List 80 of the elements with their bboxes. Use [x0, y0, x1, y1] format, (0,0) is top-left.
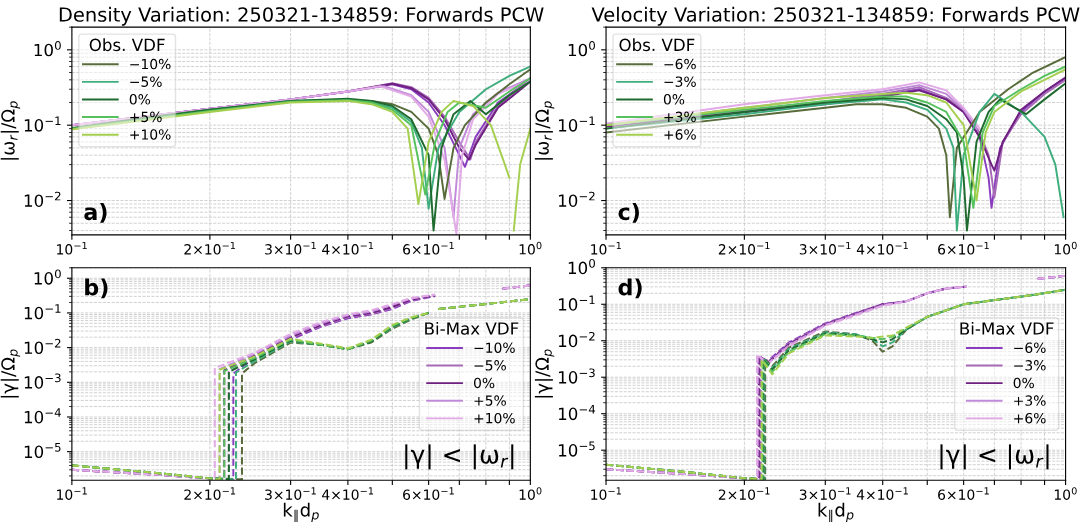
annotation: d)	[618, 278, 642, 299]
y-axis-title: |γ|/Ω$_{p}$	[0, 349, 21, 398]
legend-label: 0%	[473, 377, 495, 389]
legend-label: +3%	[664, 111, 696, 123]
y-tick-label: 10$^{−2}$	[558, 191, 595, 207]
legend-title: Bi-Max VDF	[960, 321, 1054, 335]
legend-label: −3%	[664, 76, 696, 87]
y-axis-title: |ω$_{r}$|/Ω$_{p}$	[534, 101, 555, 160]
x-tick-label: 10$^{0}$	[519, 487, 542, 500]
legend-label: +10%	[130, 129, 171, 140]
legend-label: 0%	[663, 94, 685, 105]
x-axis-title: k$_{∥}$d$_{p}$	[818, 502, 854, 522]
y-tick-label: 10$^{−5}$	[24, 442, 61, 459]
x-tick-label: 10$^{0}$	[1054, 241, 1077, 255]
y-tick-label: 10$^{0}$	[34, 269, 61, 285]
x-tick-label: 6×10$^{−1}$	[403, 241, 454, 255]
y-tick-label: 10$^{0}$	[34, 40, 61, 57]
legend-label: −3%	[1014, 360, 1046, 371]
x-tick-label: 2×10$^{−1}$	[718, 487, 770, 500]
y-tick-label: 10$^{−3}$	[24, 373, 61, 389]
legend-label: −5%	[474, 360, 506, 371]
y-tick-label: 10$^{0}$	[568, 40, 595, 57]
y-tick-label: 10$^{−2}$	[558, 331, 595, 348]
y-tick-label: 10$^{−2}$	[24, 191, 61, 207]
x-tick-label: 3×10$^{−1}$	[265, 241, 316, 255]
x-tick-label: 10$^{0}$	[1054, 487, 1077, 500]
x-tick-label: 10$^{−1}$	[591, 241, 621, 255]
x-tick-label: 10$^{−1}$	[57, 487, 87, 500]
legend-label: +6%	[664, 129, 696, 140]
legend-label: −10%	[474, 342, 515, 353]
x-tick-label: 3×10$^{−1}$	[265, 487, 316, 500]
legend-label: −5%	[130, 76, 162, 87]
legend-label: −6%	[664, 58, 696, 70]
legend-label: +5%	[474, 395, 506, 406]
annotation: c)	[618, 203, 639, 223]
x-tick-label: 3×10$^{−1}$	[799, 241, 851, 255]
annotation: |γ| < |ω$_{r}$|	[940, 444, 1049, 470]
x-tick-label: 4×10$^{−1}$	[322, 241, 374, 255]
legend-title: Bi-Max VDF	[425, 321, 519, 335]
x-tick-label: 10$^{0}$	[519, 241, 542, 255]
legend-label: +6%	[1014, 412, 1046, 424]
x-tick-label: 2×10$^{−1}$	[718, 241, 770, 255]
y-axis-title: |γ|/Ω$_{p}$	[534, 349, 555, 398]
y-tick-label: 10$^{−1}$	[24, 304, 61, 320]
x-tick-label: 3×10$^{−1}$	[799, 487, 851, 500]
legend-label: +3%	[1014, 395, 1046, 406]
x-tick-label: 2×10$^{−1}$	[184, 487, 236, 500]
annotation: b)	[85, 278, 108, 299]
y-tick-label: 10$^{−4}$	[24, 408, 61, 424]
legend-label: −6%	[1014, 342, 1046, 353]
legend-label: −10%	[130, 58, 171, 70]
y-tick-label: 10$^{−3}$	[558, 368, 595, 384]
annotation: |γ| < |ω$_{r}$|	[405, 444, 514, 470]
legend-label: 0%	[129, 94, 151, 105]
x-tick-label: 4×10$^{−1}$	[856, 487, 908, 500]
x-tick-label: 6×10$^{−1}$	[938, 487, 989, 500]
y-tick-label: 10$^{0}$	[568, 258, 595, 275]
legend-title: Obs. VDF	[89, 38, 165, 52]
y-axis-title: |ω$_{r}$|/Ω$_{p}$	[0, 101, 21, 160]
x-tick-label: 4×10$^{−1}$	[322, 487, 374, 500]
chart-title: Density Variation: 250321-134859: Forwards PCW	[59, 6, 544, 26]
legend-title: Obs. VDF	[619, 38, 695, 52]
y-tick-label: 10$^{−4}$	[558, 405, 596, 421]
x-tick-label: 10$^{−1}$	[57, 241, 87, 255]
x-tick-label: 2×10$^{−1}$	[184, 241, 236, 255]
x-tick-label: 10$^{−1}$	[591, 487, 621, 500]
y-tick-label: 10$^{−1}$	[558, 116, 595, 132]
x-tick-label: 6×10$^{−1}$	[938, 241, 989, 255]
legend-label: 0%	[1013, 377, 1034, 389]
legend-label: +5%	[130, 111, 162, 123]
x-tick-label: 4×10$^{−1}$	[856, 241, 908, 255]
x-axis-title: k$_{∥}$d$_{p}$	[283, 502, 319, 522]
x-tick-label: 6×10$^{−1}$	[403, 487, 454, 500]
y-tick-label: 10$^{−5}$	[558, 441, 595, 457]
legend-label: +10%	[474, 412, 515, 424]
annotation: a)	[84, 203, 107, 223]
chart-title: Velocity Variation: 250321-134859: Forwards PCW	[591, 6, 1080, 26]
y-tick-label: 10$^{−1}$	[24, 116, 61, 132]
y-tick-label: 10$^{−1}$	[558, 295, 595, 311]
y-tick-label: 10$^{−2}$	[24, 338, 61, 355]
